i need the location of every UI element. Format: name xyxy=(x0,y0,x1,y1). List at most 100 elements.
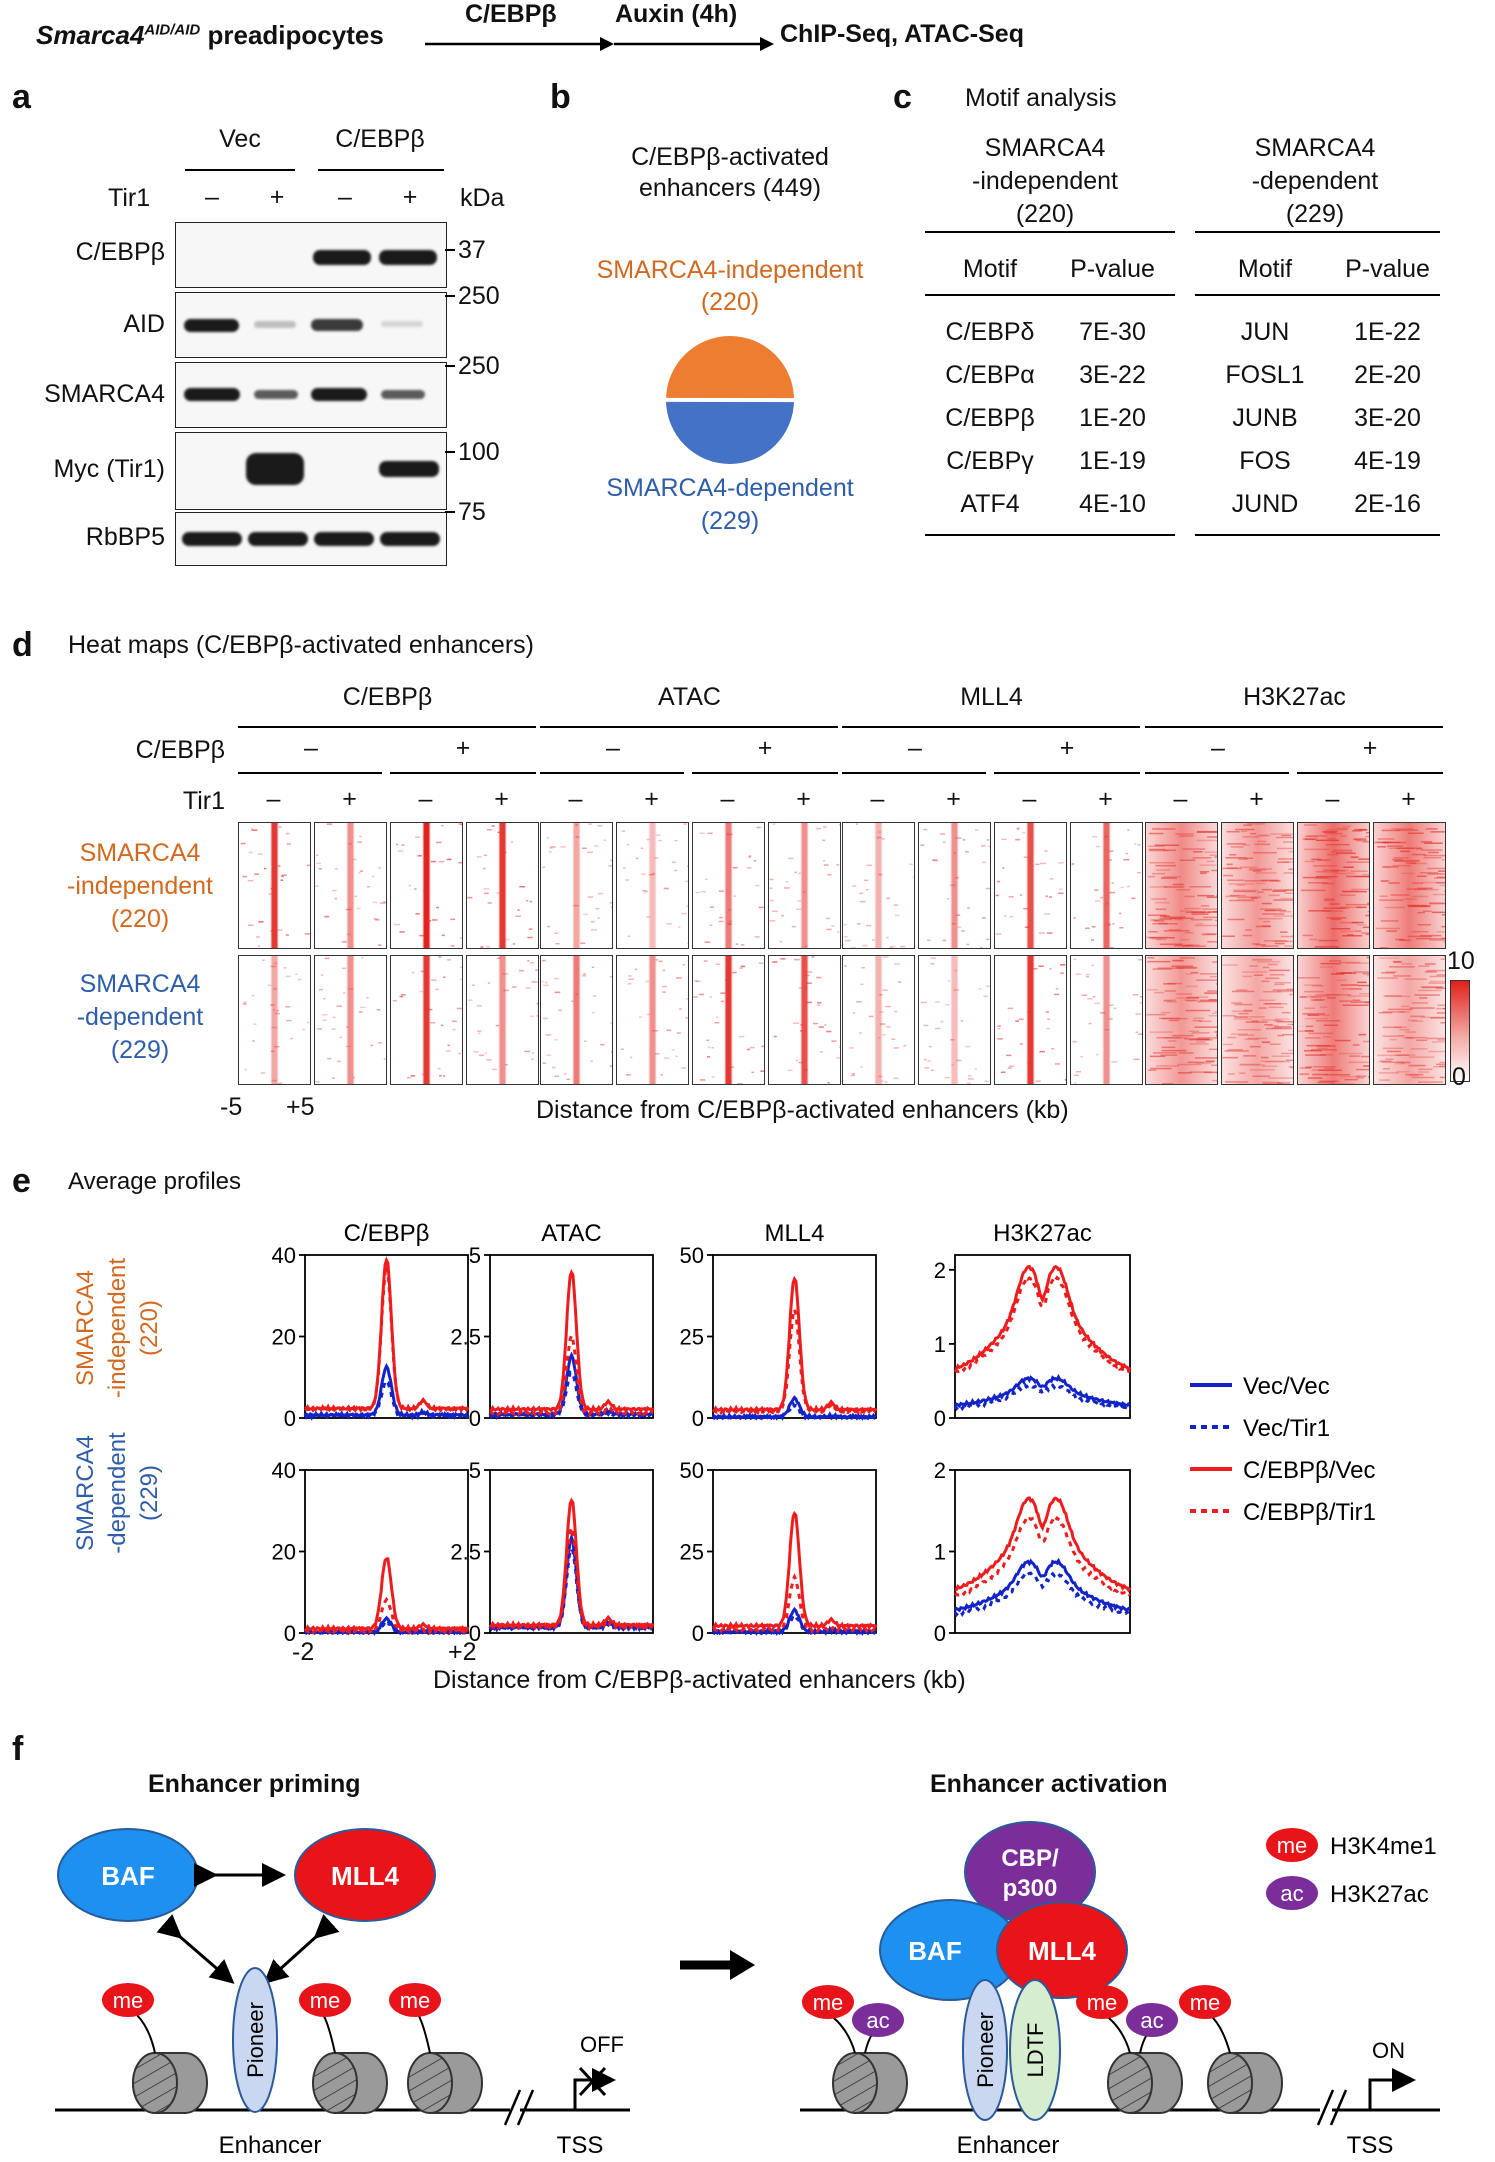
col-motif-left: Motif xyxy=(962,255,1018,283)
heatmap-tile xyxy=(1297,822,1370,949)
mechanism-diagram: BAF MLL4 me Pioneer me me OFF Enhancer T… xyxy=(55,1821,1440,2159)
motif-group-right-3: (229) xyxy=(1285,200,1345,228)
col-p-right: P-value xyxy=(1345,255,1430,283)
profile-series-C/EBPβ/Tir1 xyxy=(304,1596,469,1637)
hm-tir1-sign: – xyxy=(418,785,433,813)
hm-row-cebpb-label: C/EBPβ xyxy=(135,736,225,764)
panel-c-label: c xyxy=(893,78,912,116)
heatmap-tile xyxy=(994,822,1067,949)
profile-legend: Vec/Vec Vec/Tir1 C/EBPβ/Vec C/EBPβ/Tir1 xyxy=(1190,1373,1376,1526)
profile-ytick-label: 2.5 xyxy=(450,1540,481,1565)
profile-title: ATAC xyxy=(541,1220,601,1247)
profile-plot: H3K27ac 2 1 0 xyxy=(934,1220,1132,1431)
profile-plot: ATAC 5 2.5 0 xyxy=(450,1220,655,1431)
pie-slice-dependent xyxy=(666,399,794,464)
hm-tir1-sign: – xyxy=(1022,785,1037,813)
blot-smarca4 xyxy=(175,362,447,428)
mll4-complex xyxy=(294,1828,436,1922)
marker-250b: 250 xyxy=(458,352,500,380)
heatmap-tile xyxy=(692,955,765,1085)
svg-text:me: me xyxy=(813,1990,844,2015)
svg-text:MLL4: MLL4 xyxy=(1028,1936,1096,1966)
blot-cebpb xyxy=(175,222,447,288)
profile-frame xyxy=(304,1254,469,1419)
panel-d-label: d xyxy=(12,626,33,664)
hm-tir1-sign: + xyxy=(796,785,811,813)
hm-row-tir1-label: Tir1 xyxy=(182,787,225,815)
svg-text:ac: ac xyxy=(866,2008,889,2033)
profile-ytick-label: 2 xyxy=(934,1458,946,1483)
motif-right-pvalue: 1E-22 xyxy=(1354,318,1421,346)
heatmap-tile xyxy=(466,822,539,949)
profiles-x-left: -2 xyxy=(292,1638,315,1666)
heatmap-colorbar xyxy=(1450,980,1470,1082)
svg-text:me: me xyxy=(400,1988,431,2013)
hm-cebpb-minus: – xyxy=(1211,734,1225,762)
panel-e-label: e xyxy=(12,1162,31,1200)
header-arrows xyxy=(425,37,774,51)
motif-right-pvalue: 4E-19 xyxy=(1354,447,1421,475)
profile-plot: 52.50 xyxy=(450,1458,655,1646)
hm-cebpb-plus: + xyxy=(1362,734,1378,762)
heatmap-column-title: ATAC xyxy=(658,683,721,711)
blot-rbbp5 xyxy=(175,512,447,566)
profile-ytick-label: 0 xyxy=(469,1621,481,1646)
profile-ytick-label: 25 xyxy=(680,1325,704,1350)
profile-plot: MLL4 50 25 0 xyxy=(680,1220,878,1431)
profile-ytick-label: 5 xyxy=(469,1458,481,1483)
hm-tir1-sign: + xyxy=(342,785,357,813)
hm-tir1-sign: – xyxy=(266,785,281,813)
sign-1: – xyxy=(205,183,219,211)
average-profiles-chart: C/EBPβ40200ATAC52.50MLL450250H3K27ac2104… xyxy=(272,1220,1376,1646)
pioneer-factor xyxy=(232,1967,278,2113)
hm-cebpb-plus: + xyxy=(1059,734,1075,762)
hm-tir1-sign: – xyxy=(568,785,583,813)
pie-independent-name: SMARCA4-independent xyxy=(596,256,864,284)
heatmap-column-title: C/EBPβ xyxy=(342,683,433,711)
heatmap-tile xyxy=(616,822,689,949)
profile-series-C/EBPβ/Tir1 xyxy=(954,1514,1131,1598)
hm-tir1-sign: + xyxy=(494,785,509,813)
pie-title-1: C/EBPβ-activated xyxy=(631,143,829,171)
heatmap-tile xyxy=(1145,955,1218,1085)
hm-group1-line2: -independent xyxy=(67,872,213,900)
motif-right-pvalue: 2E-20 xyxy=(1354,361,1421,389)
profiles-x-right: +2 xyxy=(448,1638,477,1666)
colorbar-max: 10 xyxy=(1447,947,1475,975)
panel-b-label: b xyxy=(550,78,571,116)
profile-series-C/EBPβ/Tir1 xyxy=(712,1573,877,1635)
hm-cebpb-minus: – xyxy=(304,734,318,762)
hm-x-right: +5 xyxy=(286,1093,315,1121)
svg-text:H3K4me1: H3K4me1 xyxy=(1330,1833,1437,1860)
hm-cebpb-plus: + xyxy=(455,734,471,762)
hm-tir1-sign: – xyxy=(1173,785,1188,813)
profile-series-Vec/Tir1 xyxy=(303,1378,469,1421)
heatmap-tile xyxy=(1145,822,1218,949)
nucleosome-5 xyxy=(1104,2014,1183,2114)
profile-frame xyxy=(954,1254,1131,1419)
profile-ytick-label: 0 xyxy=(284,1621,296,1646)
profile-frame xyxy=(304,1469,469,1634)
svg-text:Pioneer: Pioneer xyxy=(243,2002,268,2078)
motif-group-right-2: -dependent xyxy=(1251,167,1379,195)
header-cell-line: Smarca4AID/AID preadipocytes xyxy=(36,20,384,50)
heatmap-tile xyxy=(314,822,387,949)
profile-ytick-label: 50 xyxy=(680,1458,704,1483)
profile-ytick-label: 1 xyxy=(934,1540,946,1565)
hm-cebpb-minus: – xyxy=(908,734,922,762)
hm-tir1-sign: + xyxy=(946,785,961,813)
profile-title: C/EBPβ xyxy=(344,1220,430,1247)
profile-ytick-label: 40 xyxy=(272,1243,296,1268)
profile-ytick-label: 2 xyxy=(934,1258,946,1283)
pie-dependent-count: (229) xyxy=(700,507,760,535)
group-cebpb: C/EBPβ xyxy=(335,125,425,153)
svg-text:Enhancer: Enhancer xyxy=(957,2132,1060,2159)
profile-ytick-label: 1 xyxy=(934,1332,946,1357)
profile-series-C/EBPβ/Vec xyxy=(954,1264,1132,1373)
marker-75: 75 xyxy=(458,498,486,526)
hm-tir1-sign: + xyxy=(1098,785,1113,813)
profile-ytick-label: 20 xyxy=(272,1325,296,1350)
blot-myc-tir1 xyxy=(175,432,447,510)
svg-text:me: me xyxy=(310,1988,341,2013)
heatmap-tile xyxy=(314,955,387,1085)
